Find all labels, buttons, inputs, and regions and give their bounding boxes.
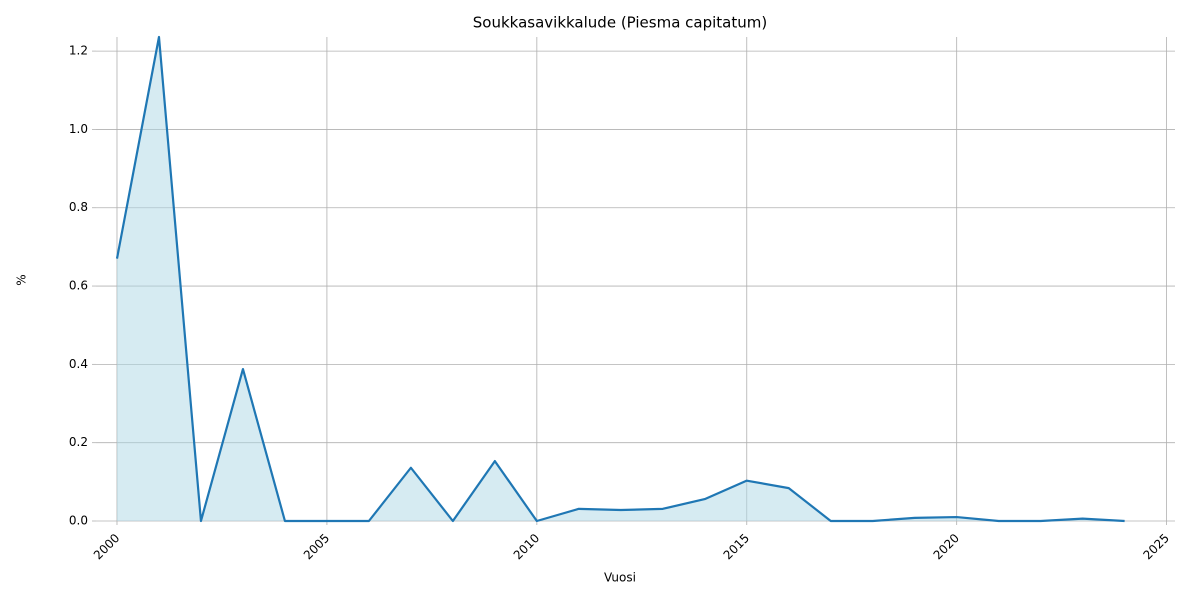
x-tick-label: 2000 xyxy=(91,531,122,562)
area xyxy=(116,37,1125,521)
y-tick-label: 0.6 xyxy=(69,279,88,293)
x-tick-label: 2015 xyxy=(721,531,752,562)
line xyxy=(115,35,1125,523)
y-tick-label: 1.0 xyxy=(69,122,88,136)
y-tick-label: 0.2 xyxy=(69,435,88,449)
x-tick-label: 2005 xyxy=(301,531,332,562)
x-tick-label: 2010 xyxy=(511,531,542,562)
y-axis-label: % xyxy=(15,274,29,285)
chart-title: Soukkasavikkalude (Piesma capitatum) xyxy=(473,14,767,32)
y-tick-label: 0.8 xyxy=(69,200,88,214)
x-tick-label: 2025 xyxy=(1140,531,1171,562)
y-tick-label: 0.4 xyxy=(69,357,88,371)
x-tick-label: 2020 xyxy=(931,531,962,562)
y-tick-label: 1.2 xyxy=(69,44,88,58)
x-axis-label: Vuosi xyxy=(604,571,636,585)
y-tick-label: 0.0 xyxy=(69,514,88,528)
